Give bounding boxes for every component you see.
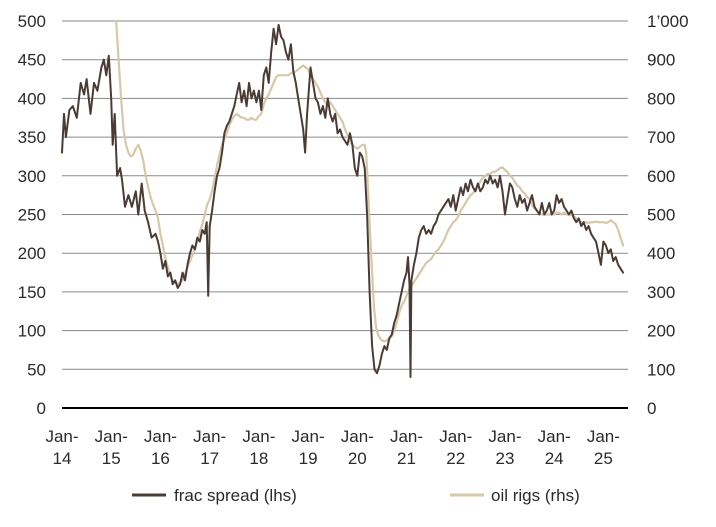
right-tick-label: 800	[647, 89, 675, 108]
x-tick-label-bottom: 20	[348, 449, 367, 468]
left-tick-label: 100	[18, 322, 46, 341]
legend-label-frac-spread: frac spread (lhs)	[174, 486, 297, 505]
left-tick-label: 300	[18, 167, 46, 186]
legend: frac spread (lhs) oil rigs (rhs)	[132, 486, 580, 505]
x-tick-label-bottom: 14	[53, 449, 72, 468]
x-tick-label-top: Jan-	[439, 427, 472, 446]
x-tick-label-top: Jan-	[488, 427, 521, 446]
x-tick-label-top: Jan-	[292, 427, 325, 446]
right-tick-label: 100	[647, 360, 675, 379]
right-tick-label: 900	[647, 51, 675, 70]
x-tick-label-top: Jan-	[390, 427, 423, 446]
x-tick-label-top: Jan-	[193, 427, 226, 446]
x-tick-label-bottom: 17	[200, 449, 219, 468]
legend-label-oil-rigs: oil rigs (rhs)	[491, 486, 580, 505]
left-tick-label: 200	[18, 244, 46, 263]
x-tick-label-top: Jan-	[242, 427, 275, 446]
left-tick-label: 450	[18, 51, 46, 70]
x-tick-label-bottom: 21	[397, 449, 416, 468]
left-tick-label: 250	[18, 206, 46, 225]
legend-item-oil-rigs: oil rigs (rhs)	[450, 486, 580, 505]
right-tick-label: 600	[647, 167, 675, 186]
x-tick-label-top: Jan-	[144, 427, 177, 446]
left-axis-ticks: 0 50 100 150 200 250 300 350 400 450 500	[18, 12, 46, 418]
legend-item-frac-spread: frac spread (lhs)	[132, 486, 297, 505]
left-tick-label: 350	[18, 128, 46, 147]
left-tick-label: 500	[18, 12, 46, 31]
left-tick-label: 0	[37, 399, 46, 418]
left-tick-label: 150	[18, 283, 46, 302]
x-tick-label-bottom: 16	[151, 449, 170, 468]
x-tick-label-top: Jan-	[95, 427, 128, 446]
x-tick-label-bottom: 22	[446, 449, 465, 468]
x-tick-label-bottom: 15	[102, 449, 121, 468]
right-axis-ticks: 0 100 200 300 400 500 600 700 800 900 1’000	[647, 12, 689, 418]
x-tick-label-top: Jan-	[538, 427, 571, 446]
right-tick-label: 700	[647, 128, 675, 147]
x-tick-label-bottom: 18	[249, 449, 268, 468]
x-tick-label-top: Jan-	[341, 427, 374, 446]
right-tick-label: 0	[647, 399, 656, 418]
left-tick-label: 50	[27, 360, 46, 379]
x-tick-label-bottom: 25	[594, 449, 613, 468]
x-tick-label-top: Jan-	[45, 427, 78, 446]
left-tick-label: 400	[18, 89, 46, 108]
right-tick-label: 400	[647, 244, 675, 263]
right-tick-label: 500	[647, 206, 675, 225]
x-tick-label-top: Jan-	[587, 427, 620, 446]
x-tick-label-bottom: 19	[299, 449, 318, 468]
series-line-frac-spread	[61, 23, 625, 378]
x-axis-ticks: Jan- 14 Jan- 15 Jan- 16 Jan- 17 Jan- 18 Jan- 19 Jan-…	[45, 427, 619, 468]
x-tick-label-bottom: 23	[495, 449, 514, 468]
gridlines	[62, 20, 628, 370]
right-tick-label: 200	[647, 322, 675, 341]
x-tick-label-bottom: 24	[545, 449, 564, 468]
series-layer	[61, 19, 625, 378]
right-tick-label: 1’000	[647, 12, 689, 31]
right-tick-label: 300	[647, 283, 675, 302]
